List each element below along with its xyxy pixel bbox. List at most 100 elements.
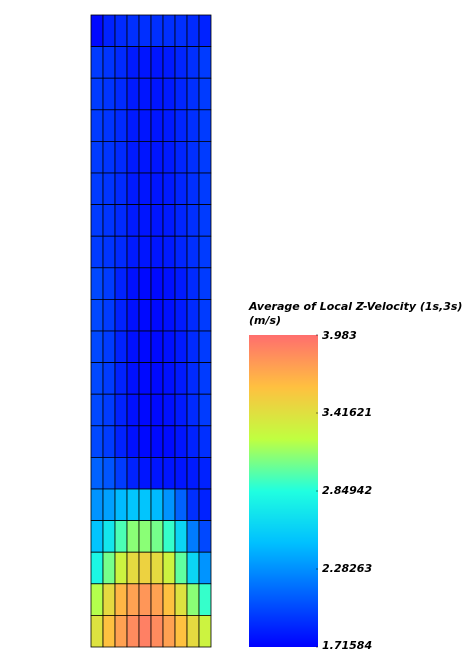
cell [198,425,212,458]
cell [138,488,152,522]
cell [126,204,140,237]
cell [174,140,188,174]
cell [102,456,116,490]
cell [186,488,200,522]
cell [186,362,200,395]
cell [126,267,140,300]
cell [150,298,164,332]
cell [126,330,140,364]
cell [186,583,200,616]
cell [114,393,128,427]
cell [150,425,164,458]
cell [174,267,188,300]
cell [102,583,116,616]
cell [90,14,104,48]
cell [114,267,128,300]
cell [90,615,104,648]
cell [186,140,200,174]
cell [114,583,128,616]
cell [138,393,152,427]
colorbar-tick-label: 2.28263 [322,562,372,575]
cell [114,362,128,395]
cell [126,172,140,206]
cell [186,109,200,142]
cell [102,140,116,174]
cell [114,204,128,237]
cell [126,298,140,332]
cell [186,172,200,206]
cell [126,109,140,142]
cell [138,140,152,174]
cell [138,77,152,111]
cell [114,46,128,79]
cell [150,551,164,585]
cell [138,204,152,237]
cell [186,46,200,79]
cell [90,425,104,458]
cell [186,615,200,648]
cell [186,267,200,300]
cell [102,14,116,48]
cell [102,615,116,648]
cell [162,46,176,79]
cell [102,488,116,522]
cell [186,235,200,269]
cell [162,551,176,585]
cell [126,551,140,585]
cell [198,393,212,427]
cell [198,235,212,269]
cell [138,172,152,206]
cell [198,456,212,490]
cell [162,362,176,395]
cell [198,298,212,332]
cell [90,298,104,332]
cell [162,520,176,553]
cell [102,520,116,553]
cell [186,551,200,585]
cell [150,583,164,616]
cell [198,46,212,79]
cell [114,520,128,553]
cell [198,172,212,206]
cell [150,330,164,364]
cell [138,298,152,332]
cell [138,267,152,300]
cell [198,140,212,174]
cell [162,583,176,616]
cell [174,14,188,48]
cell [162,77,176,111]
cell [126,362,140,395]
cell [186,456,200,490]
cell [90,46,104,79]
cell [90,109,104,142]
cell [102,298,116,332]
cell [138,46,152,79]
cell [198,267,212,300]
cell [150,456,164,490]
cell [198,615,212,648]
cell [150,204,164,237]
cell [138,520,152,553]
cell [174,298,188,332]
cell [186,330,200,364]
cell [114,488,128,522]
cell [126,393,140,427]
cell [102,172,116,206]
cell [186,393,200,427]
cell [150,615,164,648]
cell [102,425,116,458]
cell [162,488,176,522]
cell [90,551,104,585]
cell [198,204,212,237]
cell [162,140,176,174]
cell [162,425,176,458]
cell [162,393,176,427]
cell [90,583,104,616]
cell [150,172,164,206]
cell [126,456,140,490]
cell [138,109,152,142]
cell [186,425,200,458]
cell [138,615,152,648]
cell [174,615,188,648]
cell [102,393,116,427]
